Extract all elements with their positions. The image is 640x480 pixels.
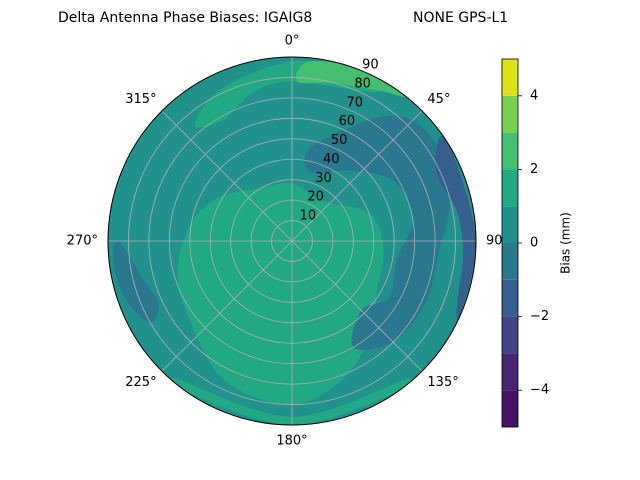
chart-subtitle: NONE GPS-L1 — [413, 10, 508, 26]
r-tick-label: 70 — [346, 95, 363, 110]
colorbar-band — [502, 169, 518, 207]
theta-tick-label: 0° — [285, 34, 300, 49]
colorbar-tick-label: −4 — [530, 383, 549, 398]
colorbar-band — [502, 353, 518, 391]
colorbar-band — [502, 243, 518, 280]
colorbar-band — [502, 390, 518, 427]
theta-tick-label: 180° — [276, 434, 307, 449]
grid-spoke — [161, 240, 293, 372]
colorbar-tick-label: 4 — [530, 88, 538, 103]
r-tick-label: 10 — [300, 209, 317, 224]
contour-region — [304, 115, 451, 350]
theta-tick-label: 45° — [427, 92, 450, 107]
contour-region — [435, 135, 476, 322]
contour-region — [295, 61, 406, 98]
colorbar-band — [502, 95, 518, 133]
grid-spoke — [291, 110, 423, 242]
colorbar-band — [502, 316, 518, 354]
r-tick-label: 40 — [323, 152, 340, 167]
colorbar-band — [502, 206, 518, 243]
theta-tick-label: 135° — [427, 375, 458, 390]
colorbar-tick-label: −2 — [530, 309, 549, 324]
r-tick-label: 90 — [362, 58, 379, 73]
colorbar-band — [502, 59, 518, 96]
colorbar-band — [502, 132, 518, 170]
theta-tick-label: 315° — [125, 92, 156, 107]
grid-spoke — [291, 240, 423, 372]
contour-region — [177, 183, 384, 405]
r-tick-label: 60 — [339, 114, 356, 129]
r-tick-label: 50 — [331, 133, 348, 148]
colorbar-band — [502, 279, 518, 317]
chart-title: Delta Antenna Phase Biases: IGAIG8 — [58, 10, 312, 26]
colorbar-label: Bias (mm) — [559, 212, 573, 274]
theta-tick-label: 270° — [67, 234, 98, 249]
contour-region — [113, 240, 159, 323]
r-tick-label: 20 — [307, 190, 324, 205]
grid-spoke — [161, 110, 293, 242]
r-tick-label: 80 — [354, 76, 371, 91]
contour-region — [166, 377, 418, 425]
theta-tick-label: 225° — [125, 375, 156, 390]
polar-frame — [107, 56, 477, 426]
colorbar-tick-label: 0 — [530, 236, 538, 251]
colorbar-tick-label: 2 — [530, 162, 538, 177]
r-tick-label: 30 — [315, 171, 332, 186]
